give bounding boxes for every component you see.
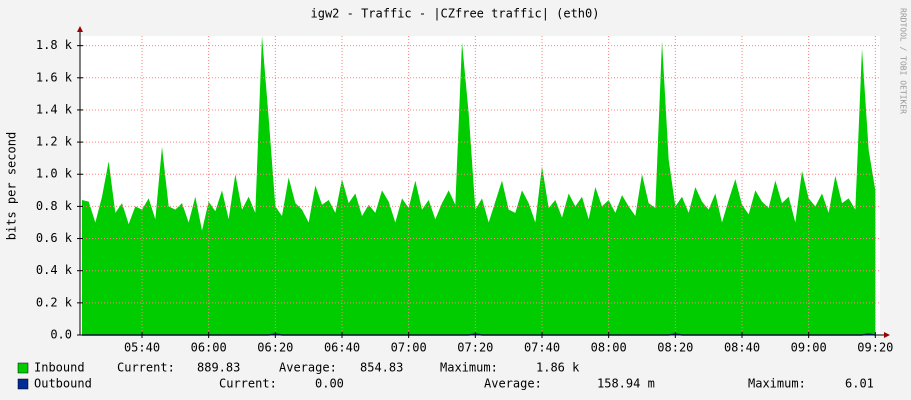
watermark: RRDTOOL / TOBI OETIKER <box>899 8 908 114</box>
stat-label: Current: <box>219 377 277 391</box>
stat-value: 1.86 k <box>536 361 580 375</box>
stat-label: Maximum: <box>748 377 806 391</box>
axis-arrow <box>77 26 83 32</box>
x-tick-label: 09:20 <box>857 341 893 355</box>
stat-label: Average: <box>484 377 542 391</box>
x-tick-label: 07:20 <box>457 341 493 355</box>
x-tick-label: 06:40 <box>324 341 360 355</box>
x-tick-label: 08:00 <box>591 341 627 355</box>
x-tick-label: 07:40 <box>524 341 560 355</box>
y-tick-label: 1.8 k <box>36 38 73 52</box>
y-tick-label: 1.6 k <box>36 70 73 84</box>
x-tick-label: 08:20 <box>657 341 693 355</box>
chart-title: igw2 - Traffic - |CZfree traffic| (eth0) <box>311 7 600 21</box>
stat-value: 854.83 <box>360 361 403 375</box>
stat-label: Maximum: <box>440 361 498 375</box>
y-tick-label: 0.6 k <box>36 231 73 245</box>
x-tick-label: 06:00 <box>191 341 227 355</box>
axis-arrow <box>884 332 890 338</box>
y-tick-label: 1.2 k <box>36 135 73 149</box>
legend-swatch <box>17 378 29 390</box>
legend-label: Outbound <box>34 377 92 391</box>
x-tick-label: 05:40 <box>124 341 160 355</box>
stat-label: Current: <box>117 361 175 375</box>
y-tick-label: 0.2 k <box>36 295 73 309</box>
y-tick-label: 0.4 k <box>36 263 73 277</box>
y-tick-label: 0.0 <box>50 328 72 342</box>
legend-label: Inbound <box>34 361 85 375</box>
stat-value: 158.94 m <box>597 377 655 391</box>
x-tick-label: 07:00 <box>391 341 427 355</box>
stat-value: 0.00 <box>315 377 344 391</box>
stat-value: 889.83 <box>197 361 240 375</box>
y-tick-label: 1.4 k <box>36 102 73 116</box>
y-tick-label: 0.8 k <box>36 199 73 213</box>
stat-value: 6.01 <box>845 377 874 391</box>
y-axis-label: bits per second <box>5 132 19 240</box>
area <box>82 36 876 335</box>
x-tick-label: 09:00 <box>791 341 827 355</box>
stat-label: Average: <box>279 361 337 375</box>
legend-swatch <box>17 362 29 374</box>
y-tick-label: 1.0 k <box>36 167 73 181</box>
x-tick-label: 08:40 <box>724 341 760 355</box>
x-tick-label: 06:20 <box>257 341 293 355</box>
